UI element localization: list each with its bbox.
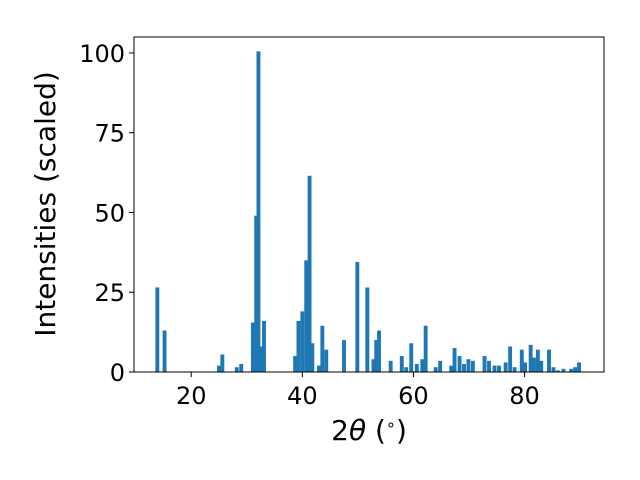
bar [310,343,315,372]
bar [296,320,301,372]
bar [547,349,551,372]
bar [423,325,428,372]
bar [466,359,471,372]
x-axis-label: 2θ (∘) [331,414,407,447]
bar [374,340,379,372]
bar [355,261,360,372]
bar [307,175,312,372]
y-tick-label: 0 [110,359,125,387]
bar [317,365,321,372]
bar [519,349,524,372]
bar [462,364,466,372]
bar [262,320,266,372]
bar [535,349,540,372]
x-tick-label: 80 [509,382,540,410]
bar [492,365,497,372]
bar [433,367,438,372]
bar [155,287,160,372]
x-tick-label: 20 [176,382,207,410]
bar [420,359,425,372]
bar [293,356,298,372]
bar [320,325,325,372]
x-tick-label: 40 [287,382,318,410]
bar [449,365,454,372]
bars-group [155,51,581,373]
bar [577,362,581,372]
plot-frame [133,36,605,373]
bar [569,368,574,372]
bar [555,370,560,372]
bar [503,362,508,372]
bar [234,367,239,372]
bar [487,360,491,372]
bar [371,359,376,372]
bar [300,311,305,372]
bar [438,360,443,372]
y-tick-label: 25 [94,279,125,307]
bar [304,260,309,372]
bar [497,365,501,372]
bar [551,367,556,372]
bar [539,360,544,372]
y-tick-label: 50 [94,199,125,227]
bar [523,362,528,372]
bar [250,322,255,372]
bar [573,367,578,372]
bar [162,330,167,372]
bar [404,367,409,372]
bar [512,367,517,372]
bar [324,349,329,372]
bar [452,348,457,372]
bar [409,343,414,372]
y-axis-label: Intensities (scaled) [29,71,62,337]
bar [508,346,513,372]
y-axis: 0 25 50 75 100 [79,40,134,387]
bar [217,365,221,372]
y-tick-label: 100 [79,40,125,68]
bar [561,368,566,372]
bar [342,340,346,372]
bar [220,354,225,372]
bar [365,287,370,372]
bar [377,330,381,372]
bar [528,344,533,372]
bar [239,364,244,372]
bar [399,356,404,372]
bar [254,215,259,372]
bar [457,356,462,372]
bar [414,364,419,372]
bar [256,51,261,373]
bar [388,360,393,372]
bar [482,356,487,372]
y-tick-label: 75 [94,120,125,148]
bar [259,346,264,372]
x-axis: 20 40 60 80 [176,372,540,410]
bar [470,360,475,372]
bar [532,357,536,372]
x-tick-label: 60 [398,382,429,410]
